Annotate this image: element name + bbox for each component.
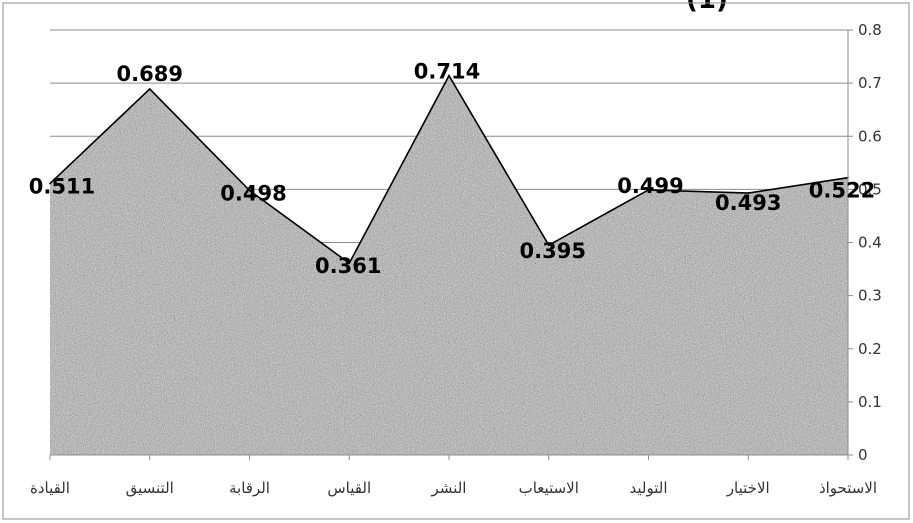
data-label-5: 0.395 — [520, 239, 586, 263]
data-point-2 — [248, 189, 251, 192]
x-tick-label-6: التوليد — [630, 479, 668, 497]
data-point-0 — [49, 182, 51, 185]
x-tick-label-4: النشر — [431, 479, 467, 497]
y-axis-tick-labels: 0 0.1 0.2 0.3 0.4 0.5 0.6 0.7 0.8 — [858, 21, 882, 464]
x-tick-label-7: الاختيار — [726, 479, 770, 497]
data-label-6: 0.499 — [617, 174, 683, 198]
x-tick-label-0: القيادة — [30, 479, 70, 497]
y-tick-label-4: 0.4 — [858, 234, 882, 252]
y-tick-label-3: 0.3 — [858, 287, 882, 305]
x-tick-label-8: الاستحواذ — [819, 479, 877, 497]
area-fill-texture — [50, 75, 848, 455]
x-tick-label-1: التنسيق — [126, 479, 174, 497]
data-label-3: 0.361 — [315, 254, 381, 278]
y-tick-label-8: 0.8 — [858, 21, 882, 39]
y-tick-label-0: 0 — [858, 446, 868, 464]
x-tick-label-5: الاستيعاب — [519, 479, 579, 497]
chart-title-fragment: (1) — [686, 0, 728, 15]
x-axis-tick-labels: القيادة التنسيق الرقابة القياس النشر الاستيعا… — [30, 479, 877, 497]
data-point-3 — [348, 262, 351, 265]
data-label-4: 0.714 — [414, 60, 480, 84]
y-tick-label-5: 0.5 — [858, 180, 882, 198]
data-point-6 — [647, 189, 650, 191]
data-labels: 0.511 0.689 0.498 0.361 0.714 0.395 0.499 0.493… — [29, 60, 875, 279]
data-point-1 — [148, 88, 151, 90]
y-tick-label-6: 0.6 — [858, 127, 882, 145]
area-series — [49, 74, 849, 455]
data-label-7: 0.493 — [715, 191, 781, 215]
x-tick-label-3: القياس — [327, 479, 371, 497]
data-point-7 — [747, 192, 750, 194]
y-tick-label-1: 0.1 — [858, 393, 882, 411]
y-tick-label-2: 0.2 — [858, 340, 882, 358]
data-label-1: 0.689 — [117, 62, 183, 86]
data-point-5 — [547, 244, 550, 246]
y-tick-label-7: 0.7 — [858, 74, 882, 92]
data-label-2: 0.498 — [220, 181, 286, 205]
data-point-4 — [448, 74, 450, 77]
x-tick-label-2: الرقابة — [229, 479, 270, 497]
data-label-0: 0.511 — [29, 175, 95, 199]
axes — [49, 29, 853, 460]
data-label-8: 0.522 — [809, 179, 875, 203]
